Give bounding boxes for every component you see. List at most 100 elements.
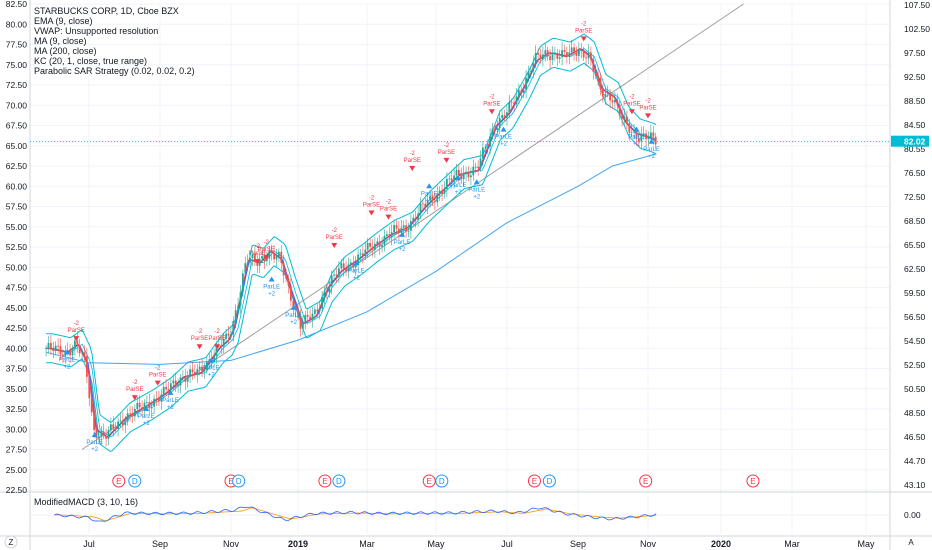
left-axis-tick-label: 50.00: [6, 262, 28, 272]
sar-long-amount: +2: [268, 291, 276, 297]
sar-short-label: ParSE: [326, 235, 343, 241]
candle-body: [546, 50, 549, 57]
candle-body: [78, 345, 81, 354]
sar-long-arrow: [399, 231, 406, 237]
candle-body: [208, 359, 211, 362]
right-axis-tick-label: 65.50: [904, 240, 926, 250]
candle-body: [265, 258, 268, 261]
candle-body: [229, 334, 232, 336]
candle-body: [445, 178, 448, 189]
candle-body: [105, 435, 107, 439]
left-axis-tick-label: 32.50: [6, 404, 28, 414]
candle-body: [525, 77, 527, 91]
sar-short-label: ParSE: [483, 101, 500, 107]
sar-short-amount: -2: [581, 21, 587, 27]
candle-body: [563, 50, 566, 53]
legend-ma200[interactable]: MA (200, close): [34, 46, 97, 56]
candle-body: [174, 380, 177, 387]
candle-body: [93, 412, 95, 430]
candle-body: [438, 190, 441, 194]
sar-short-label: ParSE: [68, 328, 85, 334]
sar-short-label: ParSE: [249, 251, 266, 257]
candle-body: [169, 383, 172, 391]
candle-body: [558, 57, 561, 59]
candle-body: [520, 90, 523, 93]
candle-body: [330, 275, 333, 287]
candle-body: [100, 431, 103, 437]
candle-body: [155, 398, 158, 400]
candle-body: [383, 235, 386, 246]
candle-body: [220, 344, 223, 347]
candle-body: [587, 52, 590, 59]
candle-body: [462, 173, 465, 180]
legend-psar[interactable]: Parabolic SAR Strategy (0.02, 0.02, 0.2): [34, 66, 195, 76]
candle-body: [541, 54, 544, 60]
candle-body: [143, 402, 146, 410]
candle-body: [465, 171, 467, 174]
candle-body: [292, 300, 295, 310]
candle-body: [289, 285, 292, 301]
legend-title[interactable]: STARBUCKS CORP, 1D, Cboe BZX: [34, 6, 179, 16]
candle-body: [373, 243, 376, 250]
legend-ema[interactable]: EMA (9, close): [34, 16, 93, 26]
x-axis-label: Mar: [784, 539, 800, 549]
candle-body: [107, 430, 110, 439]
sar-long-amount: +2: [290, 320, 298, 326]
sar-long-amount: +2: [648, 154, 656, 160]
candle-body: [172, 380, 175, 384]
candle-body: [246, 262, 249, 264]
left-axis-tick-label: 40.00: [6, 343, 28, 353]
candle-body: [136, 402, 139, 409]
left-axis-tick-label: 75.00: [6, 60, 28, 70]
left-axis-tick-label: 65.00: [6, 141, 28, 151]
candle-body: [126, 413, 129, 422]
sar-short-label: ParSE: [191, 336, 208, 342]
event-badge-label: D: [336, 477, 342, 486]
candle-body: [369, 242, 371, 247]
kc-basis: [46, 48, 657, 438]
sar-long-arrow: [648, 138, 655, 144]
candle-body: [568, 52, 571, 57]
sar-long-amount: +2: [500, 142, 508, 148]
macd-legend[interactable]: ModifiedMACD (3, 10, 16): [34, 497, 139, 507]
candle-body: [484, 147, 487, 149]
candle-body: [556, 53, 559, 59]
candle-body: [474, 166, 477, 168]
right-axis-tick-label: 88.50: [904, 96, 926, 106]
left-axis-tick-label: 70.00: [6, 100, 28, 110]
candle-body: [455, 169, 458, 176]
candle-body: [510, 102, 513, 103]
last-price-value: 82.02: [904, 137, 926, 147]
candle-body: [47, 342, 50, 349]
candle-body: [400, 227, 403, 233]
candle-body: [640, 134, 643, 142]
candle-body: [177, 385, 179, 387]
sar-long-arrow: [91, 431, 98, 437]
sar-long-arrow: [268, 276, 275, 282]
event-badge: [746, 474, 760, 488]
candle-body: [532, 63, 535, 72]
legend-kc[interactable]: KC (20, 1, close, true range): [34, 56, 148, 66]
legend-ma9[interactable]: MA (9, close): [34, 36, 87, 46]
candle-body: [157, 398, 160, 402]
candle-body: [263, 256, 266, 261]
candle-body: [469, 175, 472, 178]
sar-short-amount: -2: [197, 329, 203, 335]
sar-long-arrow: [426, 183, 433, 189]
event-badge: [232, 474, 246, 488]
candle-body: [241, 273, 244, 293]
candle-body: [390, 232, 393, 238]
candle-body: [633, 131, 635, 133]
zoom-corner-label: Z: [9, 538, 14, 547]
candle-body: [479, 158, 482, 169]
event-badge-label: E: [643, 477, 648, 486]
left-axis-tick-label: 22.50: [6, 485, 28, 495]
candle-body: [493, 128, 496, 131]
candle-body: [354, 264, 357, 268]
sar-short-arrow: [488, 109, 495, 115]
legend-vwap[interactable]: VWAP: Unsupported resolution: [34, 26, 159, 36]
sar-long-amount: +2: [426, 198, 434, 204]
candle-body: [611, 100, 614, 103]
candle-body: [393, 225, 395, 233]
